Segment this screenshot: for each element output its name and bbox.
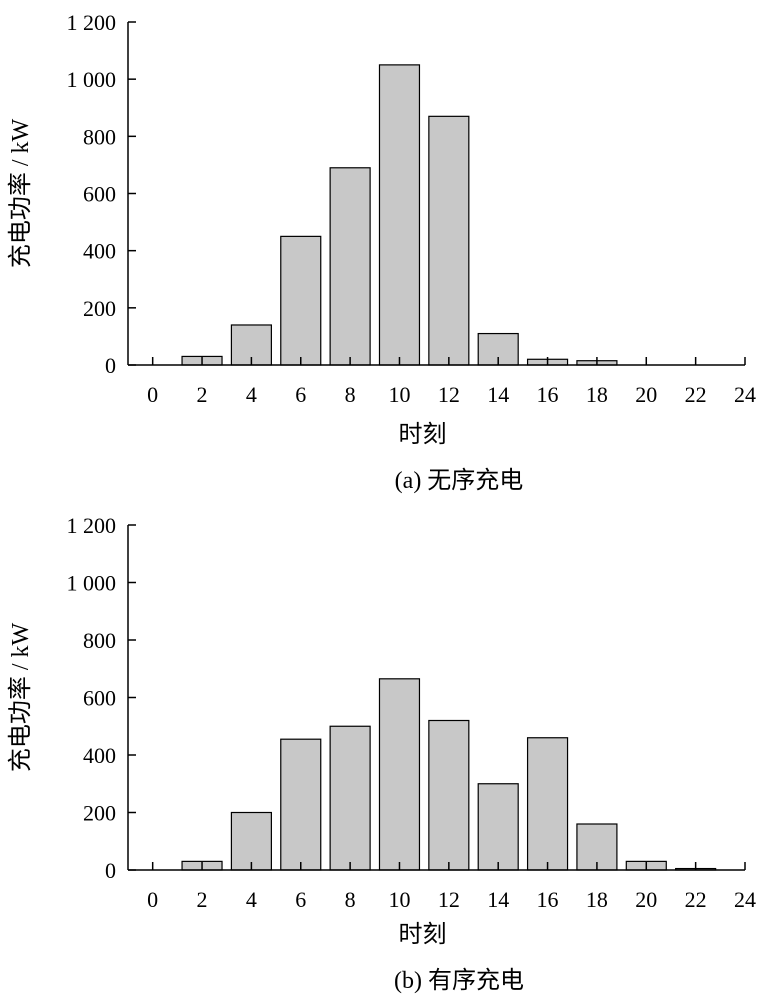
x-tick-label: 12: [438, 382, 460, 407]
x-tick-label: 8: [345, 887, 356, 912]
bar-10: [378, 64, 421, 366]
y-tick-label: 0: [105, 858, 116, 883]
bar-8: [329, 725, 371, 871]
bar-14: [477, 783, 519, 871]
bar-10: [378, 678, 421, 871]
x-tick-label: 0: [147, 382, 158, 407]
x-tick-label: 16: [537, 887, 559, 912]
x-tick-label: 4: [246, 382, 257, 407]
x-tick-label: 14: [487, 887, 509, 912]
y-tick-label: 400: [83, 239, 116, 264]
y-axis-title: 充电功率 / kW: [7, 622, 34, 772]
bar-6: [280, 235, 322, 366]
y-tick-label: 600: [83, 182, 116, 207]
panel-caption: (a) 无序充电: [395, 467, 524, 494]
x-tick-label: 18: [586, 382, 608, 407]
x-tick-label: 20: [635, 382, 657, 407]
x-tick-label: 10: [388, 382, 410, 407]
x-tick-label: 6: [295, 382, 306, 407]
x-tick-label: 10: [388, 887, 410, 912]
bar-4: [230, 811, 272, 871]
y-axis-title: 充电功率 / kW: [7, 118, 34, 268]
x-tick-label: 18: [586, 887, 608, 912]
bar-12: [428, 719, 470, 871]
x-tick-label: 2: [197, 382, 208, 407]
x-tick-label: 16: [537, 382, 559, 407]
y-tick-label: 1 000: [67, 67, 117, 92]
y-tick-label: 200: [83, 801, 116, 826]
x-tick-label: 12: [438, 887, 460, 912]
x-tick-label: 14: [487, 382, 509, 407]
bar-8: [329, 167, 371, 366]
x-tick-label: 8: [345, 382, 356, 407]
y-tick-label: 0: [105, 353, 116, 378]
x-tick-label: 6: [295, 887, 306, 912]
x-tick-label: 20: [635, 887, 657, 912]
x-tick-label: 22: [685, 887, 707, 912]
y-tick-label: 1 200: [67, 513, 117, 538]
x-tick-label: 0: [147, 887, 158, 912]
x-tick-label: 22: [685, 382, 707, 407]
bar-16: [526, 737, 569, 871]
y-tick-label: 400: [83, 743, 116, 768]
bar-6: [280, 738, 322, 871]
panel-caption: (b) 有序充电: [394, 967, 524, 994]
y-tick-label: 800: [83, 124, 116, 149]
bar-4: [230, 324, 272, 366]
x-tick-label: 2: [197, 887, 208, 912]
bar-12: [428, 115, 470, 366]
x-axis-title: 时刻: [399, 421, 447, 448]
x-tick-label: 24: [734, 382, 756, 407]
y-tick-label: 1 200: [67, 10, 117, 35]
x-tick-label: 24: [734, 887, 756, 912]
y-tick-label: 200: [83, 296, 116, 321]
x-tick-label: 4: [246, 887, 257, 912]
y-tick-label: 1 000: [67, 571, 117, 596]
y-tick-label: 800: [83, 628, 116, 653]
y-tick-label: 600: [83, 686, 116, 711]
x-axis-title: 时刻: [399, 921, 447, 948]
